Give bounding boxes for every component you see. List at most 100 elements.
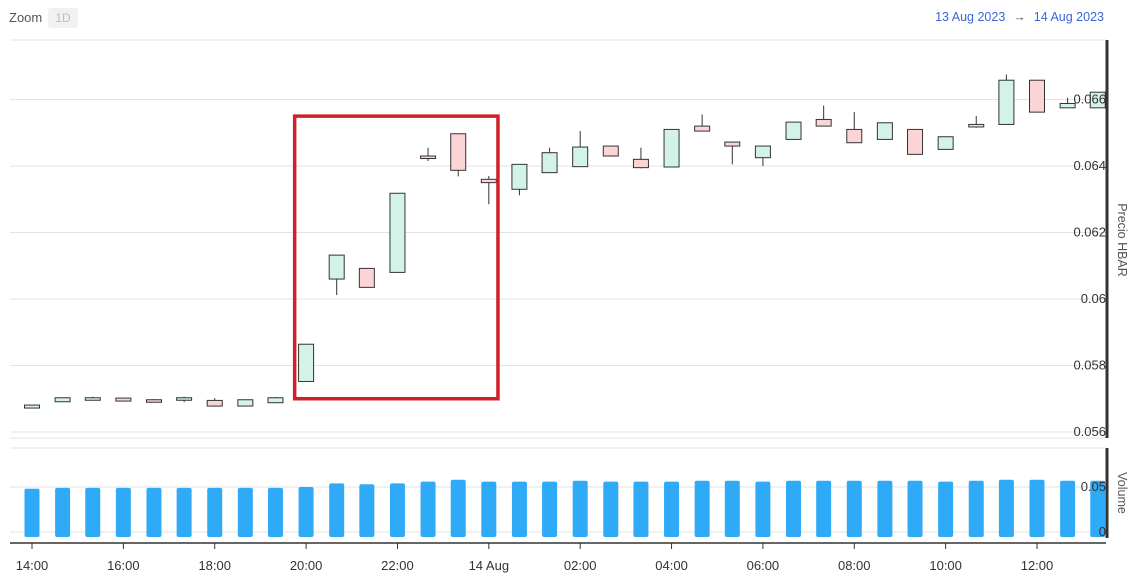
candle[interactable] — [237, 399, 254, 407]
time-tick-label: 20:00 — [290, 558, 323, 573]
candle[interactable] — [632, 147, 649, 169]
candle-body-down — [420, 155, 437, 160]
candle[interactable] — [815, 105, 832, 127]
volume-bar[interactable] — [176, 487, 192, 537]
volume-bar[interactable] — [115, 487, 131, 537]
candle[interactable] — [480, 175, 497, 205]
candle[interactable] — [176, 396, 193, 403]
candle-body-up — [663, 128, 680, 168]
candle[interactable] — [328, 254, 345, 296]
candle[interactable] — [694, 114, 711, 132]
candle[interactable] — [602, 145, 619, 157]
candle[interactable] — [937, 136, 954, 150]
candle[interactable] — [420, 147, 437, 162]
candle[interactable] — [968, 116, 985, 128]
volume-bar[interactable] — [542, 481, 558, 537]
volume-bar[interactable] — [207, 487, 223, 537]
volume-bar[interactable] — [267, 487, 283, 537]
time-tick-label: 06:00 — [747, 558, 780, 573]
volume-bar[interactable] — [146, 487, 162, 537]
candle-body-up — [237, 399, 254, 407]
volume-bar[interactable] — [329, 483, 345, 537]
volume-bar[interactable] — [786, 480, 802, 537]
candle-body-up — [24, 404, 40, 409]
volume-bar[interactable] — [389, 483, 405, 537]
date-range[interactable]: 13 Aug 2023 → 14 Aug 2023 — [935, 10, 1104, 24]
range-start-date[interactable]: 13 Aug 2023 — [935, 10, 1006, 24]
candle[interactable] — [998, 74, 1015, 125]
volume-tick-label: 0.05 — [1081, 479, 1106, 494]
range-end-date[interactable]: 14 Aug 2023 — [1033, 10, 1104, 24]
volume-bar[interactable] — [755, 481, 771, 537]
candle[interactable] — [358, 267, 375, 288]
volume-bar[interactable] — [85, 487, 101, 537]
volume-bar[interactable] — [298, 487, 314, 537]
volume-bar[interactable] — [1029, 479, 1045, 537]
volume-bar[interactable] — [938, 481, 954, 537]
volume-bar[interactable] — [724, 480, 740, 537]
time-tick-label: 04:00 — [655, 558, 688, 573]
volume-bar[interactable] — [481, 481, 497, 537]
volume-bar[interactable] — [55, 487, 71, 537]
candle[interactable] — [145, 399, 162, 403]
candle[interactable] — [115, 397, 132, 402]
candle[interactable] — [54, 397, 71, 403]
candle[interactable] — [572, 131, 589, 168]
volume-bar[interactable] — [846, 480, 862, 537]
candle-body-up — [937, 136, 954, 150]
candle[interactable] — [24, 404, 40, 409]
candle[interactable] — [511, 163, 528, 196]
candle[interactable] — [1029, 79, 1045, 113]
candle-body-down — [907, 128, 924, 155]
candle[interactable] — [785, 121, 802, 140]
volume-bar[interactable] — [998, 479, 1014, 537]
time-tick-label: 08:00 — [838, 558, 871, 573]
volume-bar[interactable] — [694, 480, 710, 537]
candle-body-down — [815, 118, 832, 127]
candle[interactable] — [541, 147, 558, 174]
price-grid — [10, 39, 1106, 439]
candle-body-up — [1059, 102, 1076, 109]
price-tick-label: 0.06 — [1081, 291, 1106, 306]
volume-bar[interactable] — [1060, 480, 1076, 537]
volume-bar[interactable] — [450, 479, 466, 537]
volume-bar[interactable] — [603, 481, 619, 537]
volume-bar[interactable] — [420, 481, 436, 537]
candle[interactable] — [84, 396, 101, 401]
candle[interactable] — [206, 398, 223, 407]
candle[interactable] — [907, 128, 924, 155]
volume-bar[interactable] — [877, 480, 893, 537]
time-tick-label: 18:00 — [198, 558, 231, 573]
candle[interactable] — [1059, 97, 1076, 109]
candle[interactable] — [846, 112, 863, 144]
price-axis-title: Precio HBAR — [1115, 203, 1129, 277]
candle[interactable] — [1089, 91, 1106, 109]
volume-bar[interactable] — [24, 488, 40, 537]
candle[interactable] — [267, 397, 284, 404]
candle[interactable] — [724, 141, 741, 165]
volume-bar[interactable] — [968, 480, 984, 537]
candle[interactable] — [298, 343, 315, 382]
price-tick-label: 0.062 — [1073, 225, 1106, 240]
candle[interactable] — [389, 192, 406, 273]
volume-bar[interactable] — [664, 481, 680, 537]
volume-bar[interactable] — [511, 481, 527, 537]
volume-bar[interactable] — [907, 480, 923, 537]
candle-body-up — [541, 152, 558, 174]
volume-bar[interactable] — [359, 484, 375, 537]
candle-body-down — [846, 128, 863, 144]
candle-body-down — [694, 125, 711, 132]
volume-bar[interactable] — [1090, 480, 1106, 537]
candle[interactable] — [754, 145, 771, 166]
candle[interactable] — [450, 133, 467, 177]
volume-bar[interactable] — [816, 480, 832, 537]
zoom-1d-button[interactable]: 1D — [48, 8, 78, 28]
volume-bar[interactable] — [237, 487, 253, 537]
volume-bar[interactable] — [572, 480, 588, 537]
candle[interactable] — [663, 128, 680, 168]
candle-body-down — [1029, 79, 1045, 113]
candle[interactable] — [876, 122, 893, 140]
volume-bar[interactable] — [633, 481, 649, 537]
time-tick-label: 14 Aug — [469, 558, 510, 573]
